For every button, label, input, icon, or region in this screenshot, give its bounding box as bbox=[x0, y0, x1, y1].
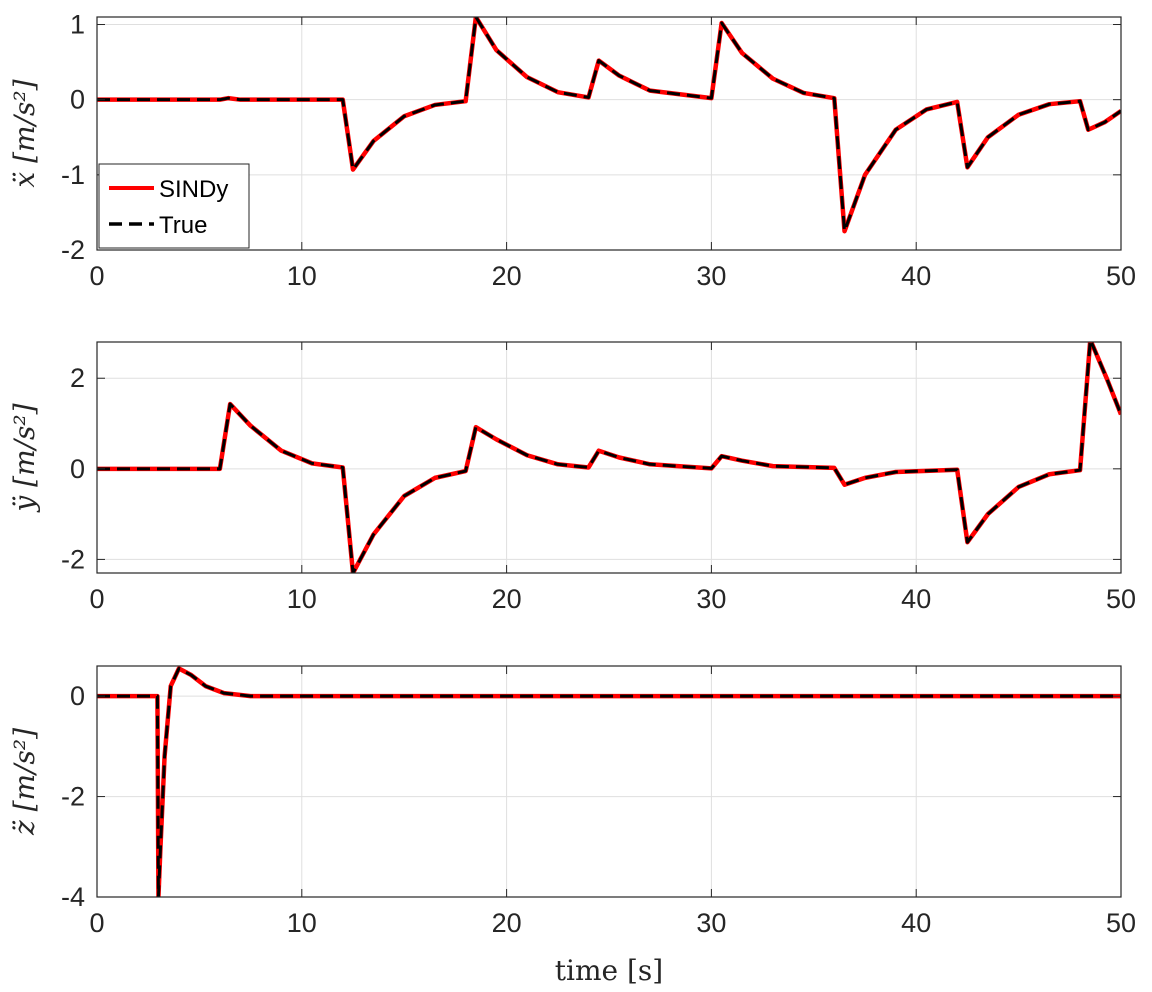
axes-frame bbox=[96, 341, 1122, 574]
legend-label-true: True bbox=[159, 212, 207, 239]
y-tick-label: 2 bbox=[70, 363, 85, 393]
y-tick-label: 0 bbox=[70, 454, 85, 484]
series-true-line bbox=[97, 342, 1121, 573]
x-tick-label: 10 bbox=[287, 261, 317, 291]
series-true-line bbox=[97, 17, 1121, 233]
x-tick-label: 50 bbox=[1106, 908, 1136, 938]
series-sindy-line bbox=[97, 666, 1121, 897]
series-sindy-line bbox=[97, 17, 1121, 234]
x-tick-label: 20 bbox=[492, 261, 522, 291]
x-tick-label: 50 bbox=[1106, 261, 1136, 291]
y-tick-label: 0 bbox=[70, 681, 85, 711]
axes-frame bbox=[96, 665, 1122, 898]
x-tick-label: 0 bbox=[89, 908, 104, 938]
y-tick-label: -1 bbox=[61, 160, 85, 190]
subplot-1: 0 10 20 30 40 50 -2 -1 0 1 ẍ [m/s²] SINDy True bbox=[8, 10, 1136, 291]
x-tick-label: 0 bbox=[89, 584, 104, 614]
x-tick-label: 40 bbox=[901, 908, 931, 938]
x-tick-label: 50 bbox=[1106, 584, 1136, 614]
series-true-line bbox=[97, 667, 1121, 897]
legend: SINDy True bbox=[98, 163, 250, 249]
x-tick-label: 40 bbox=[901, 584, 931, 614]
x-tick-label: 20 bbox=[492, 584, 522, 614]
y-axis-label: z̈ [m/s²] bbox=[8, 728, 41, 836]
x-axis-label: time [s] bbox=[555, 954, 663, 987]
x-tick-label: 30 bbox=[696, 908, 726, 938]
x-tick-label: 40 bbox=[901, 261, 931, 291]
axes-frame bbox=[96, 16, 1122, 251]
y-tick-label: -2 bbox=[61, 544, 85, 574]
x-tick-label: 30 bbox=[696, 261, 726, 291]
x-tick-label: 10 bbox=[287, 908, 317, 938]
y-axis-label: ÿ [m/s²] bbox=[8, 403, 41, 513]
y-tick-label: 0 bbox=[70, 85, 85, 115]
legend-label-sindy: SINDy bbox=[159, 176, 228, 203]
subplot-3: 0 10 20 30 40 50 -4 -2 0 z̈ [m/s²] time [s] bbox=[8, 665, 1136, 987]
x-tick-label: 10 bbox=[287, 584, 317, 614]
legend-box bbox=[98, 163, 250, 249]
y-tick-label: -2 bbox=[61, 235, 85, 265]
x-tick-label: 0 bbox=[89, 261, 104, 291]
y-axis-label: ẍ [m/s²] bbox=[8, 79, 41, 187]
x-tick-label: 30 bbox=[696, 584, 726, 614]
y-tick-label: 1 bbox=[70, 10, 85, 40]
y-tick-label: -4 bbox=[61, 882, 85, 912]
x-tick-label: 20 bbox=[492, 908, 522, 938]
y-tick-label: -2 bbox=[61, 782, 85, 812]
